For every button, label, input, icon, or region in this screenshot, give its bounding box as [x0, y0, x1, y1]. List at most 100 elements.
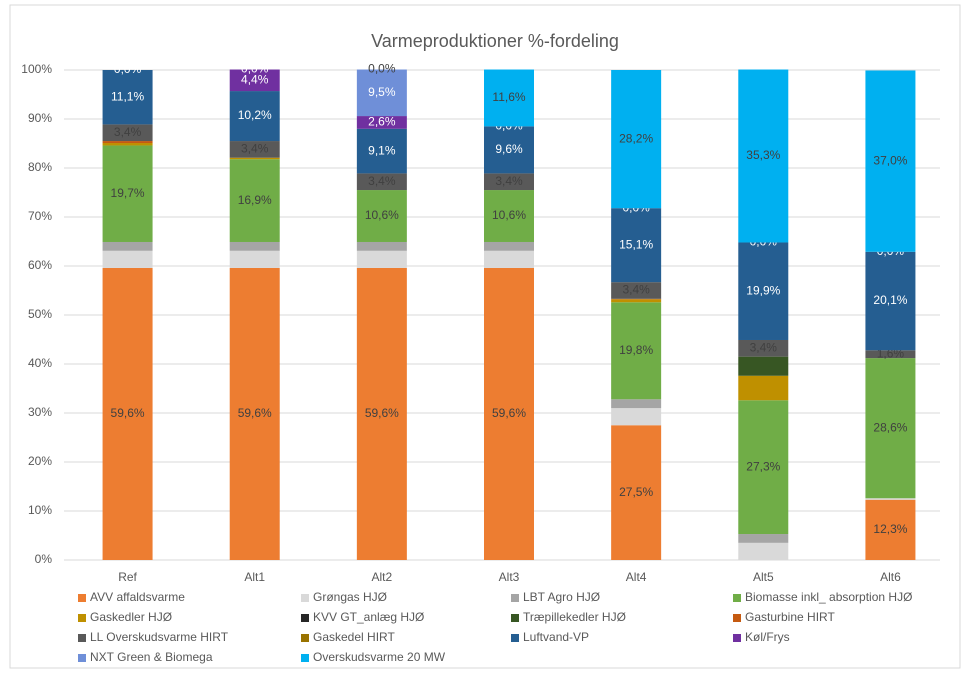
bar-segment: [738, 542, 789, 560]
bar-segment: [611, 408, 662, 426]
bar-segment: [356, 190, 407, 242]
legend-label: Biomasse inkl_ absorption HJØ: [745, 590, 912, 604]
data-label: 4,4%: [241, 72, 269, 86]
data-label: 3,4%: [241, 142, 269, 156]
bar-segment: [484, 126, 534, 174]
data-label: 9,1%: [368, 143, 396, 157]
y-tick-label: 70%: [28, 209, 52, 223]
x-tick-label: Alt1: [244, 570, 265, 584]
bar-segment: [102, 250, 153, 268]
bar-segment: [229, 141, 280, 158]
bar-segment: [865, 251, 916, 351]
bar-segment: [229, 159, 280, 242]
bar-segment: [356, 267, 407, 560]
data-label: 3,4%: [750, 340, 778, 354]
bar-segment: [102, 70, 153, 125]
legend-swatch: [301, 634, 309, 642]
data-label: 27,5%: [619, 485, 653, 499]
bar-segment: [611, 282, 662, 299]
data-label: 11,6%: [492, 90, 525, 104]
bar-segment: [611, 302, 662, 400]
bar-segment: [229, 267, 280, 560]
x-tick-label: Alt6: [880, 570, 901, 584]
bar-segment: [484, 190, 534, 242]
data-label: 0,0%: [368, 62, 396, 76]
bar-segment: [102, 241, 153, 251]
legend-label: Overskudsvarme 20 MW: [313, 650, 446, 664]
legend-label: Køl/Frys: [745, 630, 790, 644]
legend-swatch: [733, 634, 741, 642]
legend-swatch: [78, 614, 86, 622]
data-label: 28,2%: [619, 131, 653, 145]
bar-segment: [356, 116, 407, 129]
data-label: 37,0%: [873, 153, 907, 167]
legend-label: Gasturbine HIRT: [745, 610, 835, 624]
data-label: 3,4%: [114, 125, 142, 139]
bar-segment: [865, 358, 916, 499]
data-label: 19,9%: [746, 283, 780, 297]
bar-segment: [738, 242, 789, 340]
y-tick-label: 80%: [28, 160, 52, 174]
legend-label: Grøngas HJØ: [313, 590, 387, 604]
bar-segment: [738, 375, 789, 401]
bar-segment: [738, 356, 789, 376]
bar-segment: [738, 339, 789, 357]
legend-swatch: [733, 614, 741, 622]
y-tick-label: 50%: [28, 307, 52, 321]
bar-segment: [738, 534, 789, 543]
legend-label: Gaskedel HIRT: [313, 630, 395, 644]
data-label: 12,3%: [873, 522, 907, 536]
data-label: 28,6%: [873, 420, 907, 434]
bar-segment: [611, 399, 662, 409]
bar-segment: [484, 173, 534, 191]
data-label: 10,6%: [492, 208, 526, 222]
x-tick-label: Alt4: [626, 570, 647, 584]
y-tick-label: 90%: [28, 111, 52, 125]
bar-segment: [484, 250, 534, 268]
x-tick-label: Alt3: [499, 570, 520, 584]
y-tick-label: 20%: [28, 454, 52, 468]
bar-segment: [865, 498, 916, 500]
bar-segment: [611, 208, 662, 283]
bar-segment: [229, 69, 280, 92]
bar-segment: [102, 141, 153, 144]
bar-segment: [356, 128, 407, 174]
legend-label: Gaskedler HJØ: [90, 610, 172, 624]
bar-segment: [102, 267, 153, 560]
data-label: 59,6%: [365, 406, 399, 420]
data-label: 11,1%: [111, 89, 144, 103]
data-label: 3,4%: [368, 174, 396, 188]
bar-segment: [484, 69, 534, 127]
x-tick-label: Alt5: [753, 570, 774, 584]
data-label: 59,6%: [111, 406, 145, 420]
legend-label: Træpillekedler HJØ: [523, 610, 626, 624]
bar-segment: [229, 157, 280, 160]
legend-label: LL Overskudsvarme HIRT: [90, 630, 229, 644]
y-tick-label: 10%: [28, 503, 52, 517]
data-label: 0,0%: [241, 62, 269, 76]
legend-swatch: [78, 654, 86, 662]
data-label: 20,1%: [873, 293, 907, 307]
bar-segment: [738, 69, 789, 243]
legend-label: AVV affaldsvarme: [90, 590, 185, 604]
bar-segment: [356, 250, 407, 268]
y-tick-label: 100%: [21, 62, 52, 76]
bar-segment: [356, 173, 407, 191]
data-label: 27,3%: [746, 459, 780, 473]
data-label: 0,0%: [114, 62, 142, 76]
data-label: 3,4%: [495, 174, 523, 188]
legend-label: Luftvand-VP: [523, 630, 589, 644]
bar-segment: [611, 425, 662, 560]
chart-title: Varmeproduktioner %-fordeling: [371, 31, 619, 51]
bar-segment: [356, 69, 407, 117]
bar-segment: [611, 299, 662, 303]
data-label: 59,6%: [238, 406, 272, 420]
y-tick-label: 60%: [28, 258, 52, 272]
legend-swatch: [301, 594, 309, 602]
bar-segment: [102, 145, 153, 242]
data-label: 15,1%: [619, 237, 653, 251]
data-label: 59,6%: [492, 406, 526, 420]
bar-segment: [484, 241, 534, 251]
bar-segment: [738, 400, 789, 535]
bar-segment: [865, 70, 916, 252]
